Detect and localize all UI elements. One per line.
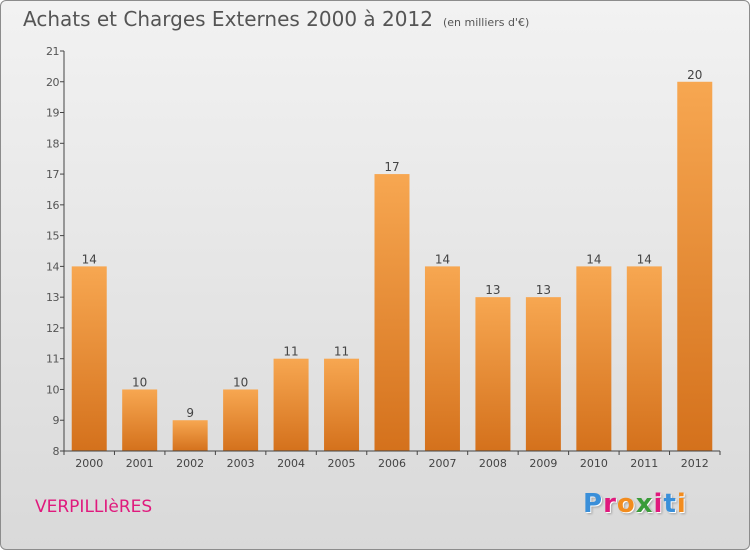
y-tick-label: 21 — [46, 45, 59, 58]
y-tick-label: 14 — [46, 260, 59, 273]
bar — [122, 389, 158, 451]
y-tick-label: 8 — [53, 445, 60, 458]
bar-value-label: 14 — [586, 252, 601, 266]
y-tick-label: 16 — [46, 199, 59, 212]
y-tick-label: 9 — [53, 414, 60, 427]
bar — [525, 297, 561, 451]
logo-letter: o — [616, 489, 636, 519]
bar-value-label: 13 — [485, 283, 500, 297]
bar — [677, 81, 713, 452]
bar-value-label: 11 — [283, 345, 298, 359]
x-tick-label: 2001 — [126, 457, 154, 470]
x-tick-label: 2007 — [428, 457, 456, 470]
y-tick-label: 15 — [46, 230, 59, 243]
x-tick-label: 2005 — [328, 457, 356, 470]
bar-value-label: 17 — [384, 160, 399, 174]
bar — [424, 266, 460, 451]
bar-value-label: 10 — [132, 375, 147, 389]
x-tick-label: 2011 — [630, 457, 658, 470]
bar-value-label: 13 — [536, 283, 551, 297]
x-tick-label: 2009 — [529, 457, 557, 470]
x-tick-label: 2002 — [176, 457, 204, 470]
bar — [576, 266, 612, 451]
y-tick-label: 12 — [46, 322, 59, 335]
x-tick-label: 2000 — [75, 457, 103, 470]
bar-value-label: 11 — [334, 345, 349, 359]
x-tick-label: 2010 — [580, 457, 608, 470]
bar-value-label: 10 — [233, 375, 248, 389]
chart-title: Achats et Charges Externes 2000 à 2012 (e… — [23, 7, 529, 31]
bar — [626, 266, 662, 451]
y-tick-label: 10 — [46, 383, 59, 396]
bar-value-label: 9 — [186, 406, 194, 420]
logo-letter: x — [635, 489, 654, 519]
x-tick-label: 2008 — [479, 457, 507, 470]
logo-letter: P — [583, 489, 604, 519]
bar-value-label: 14 — [637, 252, 652, 266]
bar — [71, 266, 107, 451]
commune-name: VERPILLIèRES — [35, 497, 153, 517]
logo-letter: t — [663, 489, 677, 519]
chart-title-text: Achats et Charges Externes 2000 à 2012 — [23, 7, 433, 31]
x-tick-label: 2004 — [277, 457, 305, 470]
bar-value-label: 14 — [435, 252, 450, 266]
y-tick-label: 20 — [46, 76, 59, 89]
y-tick-label: 13 — [46, 291, 59, 304]
bar — [273, 358, 309, 451]
y-axis: 8 9 10 11 12 13 14 15 16 17 18 19 20 21 — [46, 45, 65, 458]
bar — [374, 174, 410, 452]
y-tick-label: 19 — [46, 107, 59, 120]
x-axis: 2000 2001 2002 2003 2004 2005 2006 2007 2008 2009… — [63, 450, 721, 470]
y-tick-label: 17 — [46, 168, 59, 181]
logo-letter: i — [676, 489, 687, 519]
logo-letter: r — [603, 489, 617, 519]
proxiti-logo[interactable]: Proxiti — [583, 489, 687, 519]
y-tick-label: 11 — [46, 353, 59, 366]
bar — [475, 297, 511, 451]
x-tick-label: 2012 — [681, 457, 709, 470]
x-tick-label: 2003 — [227, 457, 255, 470]
bar — [172, 420, 208, 451]
x-tick-label: 2006 — [378, 457, 406, 470]
bar — [223, 389, 259, 451]
bar — [324, 358, 360, 451]
logo-letter: i — [653, 489, 664, 519]
y-tick-label: 18 — [46, 137, 59, 150]
bar-value-label: 14 — [82, 252, 97, 266]
bar-value-label: 20 — [687, 68, 702, 82]
chart-unit: (en milliers d'€) — [442, 16, 530, 29]
bars: 14 10 9 10 11 11 17 14 13 13 14 14 20 — [71, 68, 713, 452]
